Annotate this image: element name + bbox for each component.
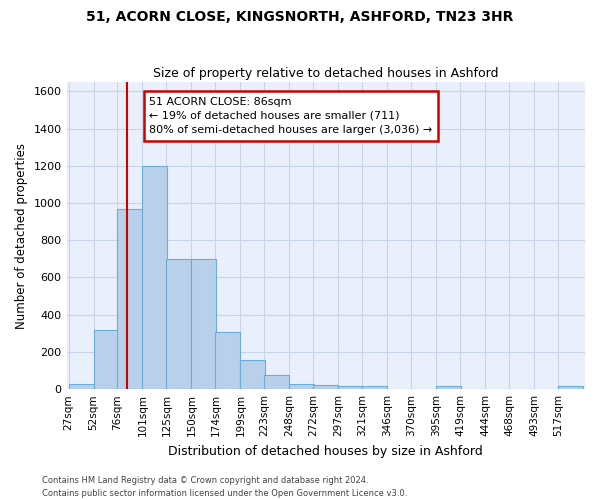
Bar <box>118 208 142 389</box>
Bar <box>313 386 338 389</box>
Bar <box>142 166 167 389</box>
Bar <box>289 384 314 389</box>
Bar <box>338 386 363 389</box>
Text: 51, ACORN CLOSE, KINGSNORTH, ASHFORD, TN23 3HR: 51, ACORN CLOSE, KINGSNORTH, ASHFORD, TN… <box>86 10 514 24</box>
Title: Size of property relative to detached houses in Ashford: Size of property relative to detached ho… <box>153 66 499 80</box>
Bar <box>362 386 387 389</box>
Bar <box>191 259 217 389</box>
Bar <box>241 360 265 389</box>
Bar <box>166 259 191 389</box>
Text: 51 ACORN CLOSE: 86sqm
← 19% of detached houses are smaller (711)
80% of semi-det: 51 ACORN CLOSE: 86sqm ← 19% of detached … <box>149 97 433 135</box>
Bar <box>68 384 94 389</box>
Bar <box>94 330 118 389</box>
Bar <box>215 332 241 389</box>
Bar <box>436 386 461 389</box>
Bar <box>265 375 289 389</box>
Text: Contains HM Land Registry data © Crown copyright and database right 2024.
Contai: Contains HM Land Registry data © Crown c… <box>42 476 407 498</box>
Bar <box>558 386 583 389</box>
Y-axis label: Number of detached properties: Number of detached properties <box>15 142 28 328</box>
X-axis label: Distribution of detached houses by size in Ashford: Distribution of detached houses by size … <box>169 444 483 458</box>
